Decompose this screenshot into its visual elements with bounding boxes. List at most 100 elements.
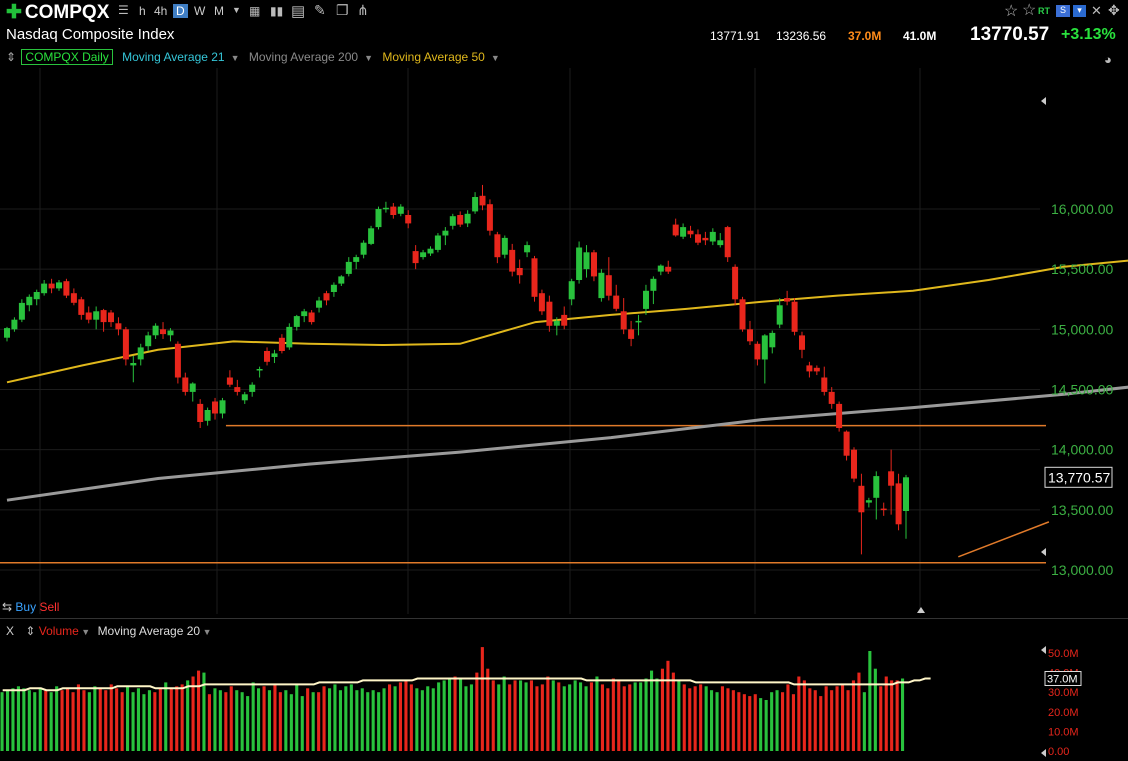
price-chart[interactable]: 13,000.00 13,500.00 14,000.00 14,500.00 15,0… xyxy=(0,68,1128,614)
index-name: Nasdaq Composite Index xyxy=(6,26,175,43)
ma50-label[interactable]: Moving Average 50 xyxy=(382,50,485,64)
table-icon[interactable]: ▤ xyxy=(291,3,306,20)
volume-legend: X ⇕ Volume ▼ Moving Average 20 ▼ xyxy=(6,624,212,638)
candle-body xyxy=(301,311,308,317)
volume-bar xyxy=(191,676,195,751)
volume-close-button[interactable]: X xyxy=(6,624,15,638)
volume-bar xyxy=(775,690,779,751)
volume-ma-label[interactable]: Moving Average 20 xyxy=(97,624,201,638)
candle xyxy=(568,278,575,306)
signal-icon: ⇆ xyxy=(2,600,13,614)
price-series-label[interactable]: COMPQX Daily xyxy=(21,49,113,65)
candle xyxy=(434,233,441,253)
star-icon[interactable]: ☆ xyxy=(1004,3,1019,20)
volume-bar xyxy=(710,690,714,751)
buy-label[interactable]: Buy xyxy=(15,600,37,614)
ma21-label[interactable]: Moving Average 21 xyxy=(122,50,225,64)
buy-sell-legend: ⇆ Buy Sell xyxy=(2,600,59,614)
timeframe-4h[interactable]: 4h xyxy=(154,4,168,18)
volume-bar xyxy=(622,686,626,751)
list-icon[interactable]: ☰ xyxy=(118,3,129,17)
volume-bar xyxy=(639,682,643,751)
candle-body xyxy=(330,284,337,292)
dropdown-icon[interactable]: ▾ xyxy=(1073,5,1086,17)
sell-label[interactable]: Sell xyxy=(39,600,60,614)
candle xyxy=(375,206,382,230)
volume-bar xyxy=(147,690,151,751)
draw-pencil-icon[interactable]: ✎ xyxy=(314,2,326,18)
volume-bar xyxy=(404,680,408,751)
candle xyxy=(880,502,887,516)
volume-bar xyxy=(246,696,250,751)
candle xyxy=(264,347,270,366)
close-icon[interactable]: ✕ xyxy=(1091,3,1102,18)
volume-bar xyxy=(415,688,419,751)
candle-body xyxy=(256,369,263,371)
pane-divider[interactable] xyxy=(0,618,1128,619)
candle-body xyxy=(628,329,635,339)
indicators-icon[interactable]: ▮▮ xyxy=(270,4,284,18)
volume-tick-label: 50.0M xyxy=(1048,648,1079,660)
volume-bar xyxy=(49,692,53,751)
volume-bar xyxy=(901,678,905,751)
volume-last-label: 37.0M xyxy=(1047,674,1078,686)
candle xyxy=(226,370,233,388)
add-symbol-icon[interactable]: ✚ xyxy=(6,2,22,23)
layers-icon[interactable]: ❐ xyxy=(336,2,349,18)
volume-bar xyxy=(104,690,108,751)
volume-bar xyxy=(322,686,326,751)
move-icon[interactable]: ✥ xyxy=(1108,2,1120,18)
s-plus-icon[interactable]: S xyxy=(1056,5,1070,17)
candle-body xyxy=(249,384,256,392)
candle-body xyxy=(553,320,560,326)
timeframe-dropdown-icon[interactable]: ▼ xyxy=(232,5,241,15)
timeframe-m[interactable]: M xyxy=(214,4,224,18)
candle xyxy=(271,349,278,364)
candle xyxy=(464,210,471,228)
candle xyxy=(628,320,635,347)
candle-body xyxy=(836,403,843,428)
y-tick-label: 14,500.00 xyxy=(1051,382,1113,398)
candle xyxy=(650,276,657,305)
symbol-title[interactable]: ✚ COMPQX xyxy=(6,2,110,23)
candle xyxy=(368,225,375,246)
candle xyxy=(390,202,397,219)
volume-scroll-marker-bottom xyxy=(1041,749,1046,757)
ma200-line xyxy=(6,385,1128,502)
candle-body xyxy=(709,231,716,242)
volume-tick-label: 30.0M xyxy=(1048,687,1079,699)
timeframe-d[interactable]: D xyxy=(173,4,188,18)
volume-bar xyxy=(82,690,86,751)
palette-icon[interactable]: ◕ xyxy=(1104,52,1112,67)
reorder-icon[interactable]: ⇕ xyxy=(6,50,17,64)
share-icon[interactable]: ⋔ xyxy=(357,2,369,18)
price-grid xyxy=(0,68,1040,614)
candle-body xyxy=(903,477,909,511)
volume-dropdown-icon[interactable]: ▼ xyxy=(78,627,91,637)
volume-bar xyxy=(644,678,648,751)
volume-label[interactable]: Volume xyxy=(38,624,79,638)
ma200-dropdown-icon[interactable]: ▼ xyxy=(364,53,373,63)
ma21-dropdown-icon[interactable]: ▼ xyxy=(230,53,240,63)
volume-bar xyxy=(229,686,233,751)
volume-ma-dropdown-icon[interactable]: ▼ xyxy=(200,627,212,637)
ma200-label[interactable]: Moving Average 200 xyxy=(248,50,359,64)
candle-body xyxy=(665,266,672,272)
candle-body xyxy=(145,335,152,347)
candle-body xyxy=(212,401,218,414)
candle xyxy=(769,330,776,354)
volume-bar xyxy=(720,686,724,751)
chart-type-icon[interactable]: ▦ xyxy=(249,4,261,18)
candle xyxy=(397,204,404,217)
candle xyxy=(293,314,300,331)
star-outline-icon[interactable]: ☆ xyxy=(1022,2,1037,19)
ma50-dropdown-icon[interactable]: ▼ xyxy=(490,53,500,63)
volume-reorder-icon[interactable]: ⇕ xyxy=(25,624,36,638)
candle xyxy=(494,231,501,264)
timeframe-h[interactable]: h xyxy=(139,4,146,18)
volume-bar xyxy=(704,686,708,751)
candle-body xyxy=(546,301,553,326)
volume-bar xyxy=(197,670,201,751)
timeframe-w[interactable]: W xyxy=(194,4,206,18)
